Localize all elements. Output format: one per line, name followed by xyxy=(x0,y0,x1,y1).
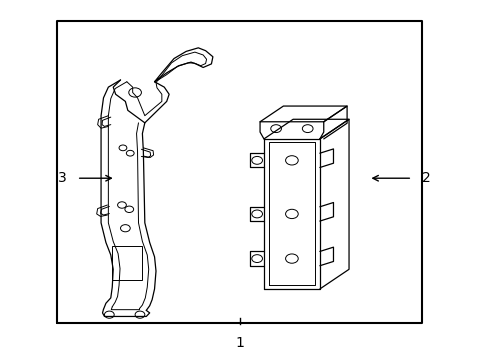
Text: 2: 2 xyxy=(421,171,430,185)
Bar xyxy=(112,246,142,280)
Text: 3: 3 xyxy=(58,171,67,185)
Text: 1: 1 xyxy=(235,336,244,350)
